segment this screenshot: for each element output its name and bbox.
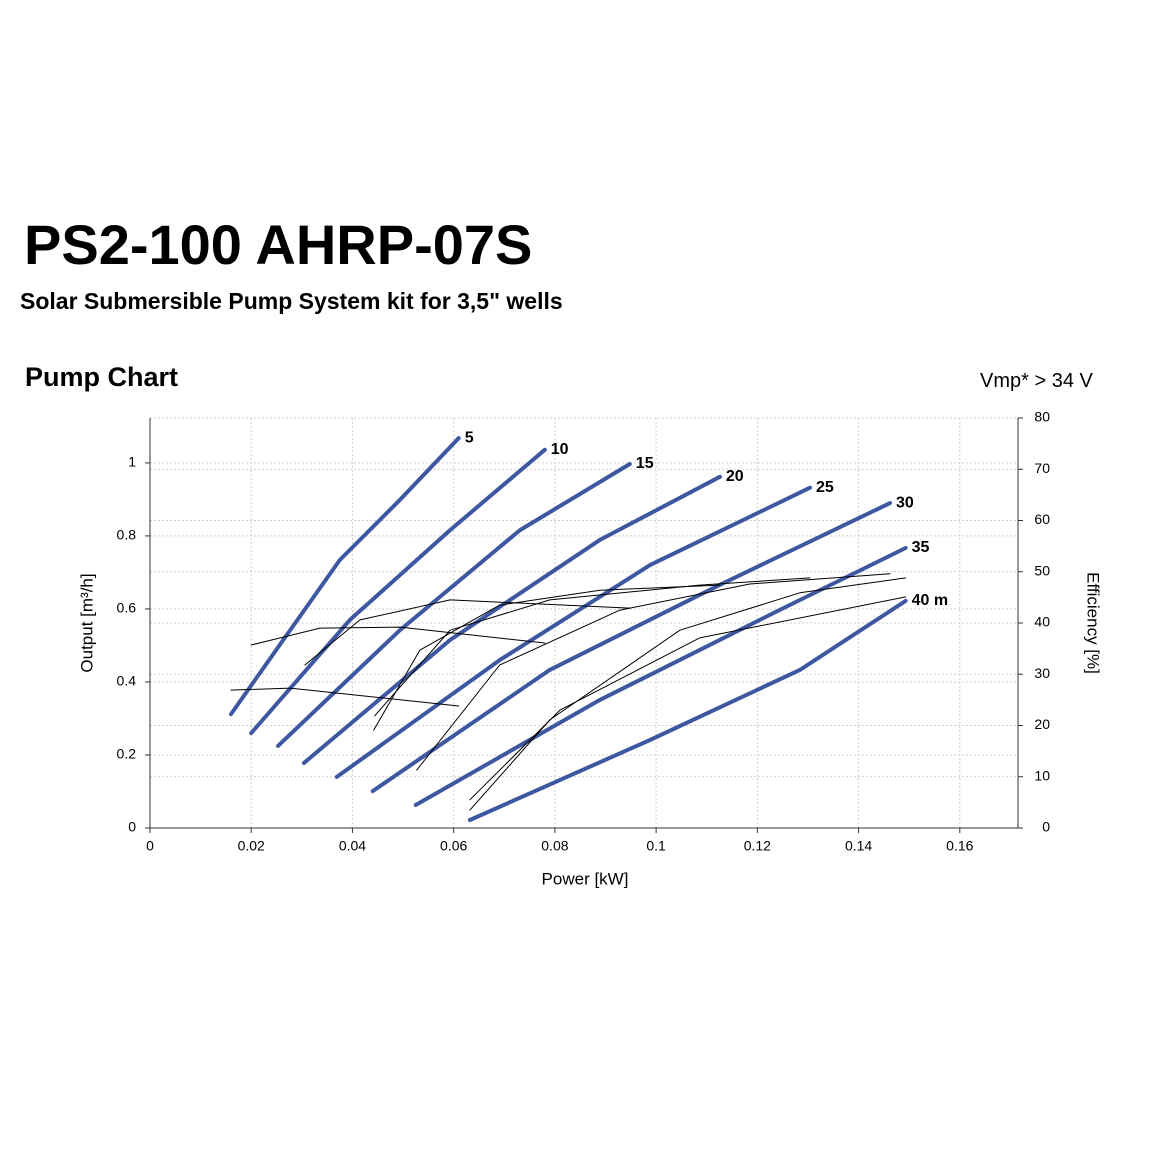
y-tick-label: 0.8 — [117, 527, 137, 543]
curve-label: 10 — [551, 441, 569, 458]
y-tick-label: 0 — [128, 819, 136, 835]
y-tick-label: 0.2 — [117, 746, 137, 762]
head-curve — [249, 447, 547, 736]
head-curve — [370, 501, 892, 794]
curve-label: 25 — [816, 479, 834, 496]
y2-tick-label: 30 — [1034, 665, 1050, 681]
head-curve — [229, 436, 461, 717]
y-tick-label: 0.4 — [117, 673, 137, 689]
section-title: Pump Chart — [25, 362, 179, 392]
x-tick-label: 0.16 — [946, 838, 973, 854]
y2-tick-label: 20 — [1034, 716, 1050, 732]
page-subtitle: Solar Submersible Pump System kit for 3,… — [20, 288, 563, 314]
efficiency-curve — [416, 573, 891, 771]
curve-label: 15 — [636, 455, 654, 472]
y2-tick-label: 60 — [1034, 511, 1050, 527]
x-tick-label: 0.1 — [646, 838, 666, 854]
x-axis-label: Power [kW] — [542, 869, 629, 888]
y-tick-label: 0.6 — [117, 600, 137, 616]
head-curve — [467, 598, 908, 822]
y2-tick-label: 80 — [1034, 409, 1050, 425]
curve-label: 20 — [726, 468, 744, 485]
y2-tick-label: 10 — [1034, 767, 1050, 783]
y2-tick-label: 70 — [1034, 460, 1050, 476]
head-curve — [413, 546, 908, 807]
voltage-note: Vmp* > 34 V — [980, 370, 1093, 392]
y2-tick-label: 50 — [1034, 562, 1050, 578]
y2-axis-label: Efficiency [%] — [1084, 572, 1103, 674]
y-tick-label: 1 — [128, 454, 136, 470]
x-tick-label: 0.06 — [440, 838, 467, 854]
y2-tick-label: 0 — [1042, 819, 1050, 835]
x-tick-label: 0.12 — [744, 838, 771, 854]
x-tick-label: 0.04 — [339, 838, 366, 854]
efficiency-curve — [469, 596, 907, 801]
efficiency-curve — [304, 599, 631, 666]
page-title: PS2-100 AHRP-07S — [24, 213, 533, 276]
x-tick-label: 0.02 — [238, 838, 265, 854]
efficiency-curve — [230, 687, 460, 707]
y2-tick-label: 40 — [1034, 614, 1050, 630]
efficiency-curve — [469, 577, 907, 811]
x-tick-label: 0.08 — [541, 838, 568, 854]
x-tick-label: 0 — [146, 838, 154, 854]
curve-label: 35 — [912, 539, 930, 556]
curve-label: 30 — [896, 494, 914, 511]
y-axis-label: Output [m³/h] — [77, 573, 96, 672]
head-curve — [334, 485, 812, 779]
x-tick-label: 0.14 — [845, 838, 872, 854]
curve-label: 40 m — [912, 592, 948, 609]
curve-label: 5 — [465, 429, 474, 446]
efficiency-curve — [250, 626, 546, 646]
efficiency-curve — [373, 584, 721, 731]
efficiency-curve — [374, 577, 811, 717]
head-curve — [276, 462, 632, 748]
head-curve — [301, 474, 722, 765]
